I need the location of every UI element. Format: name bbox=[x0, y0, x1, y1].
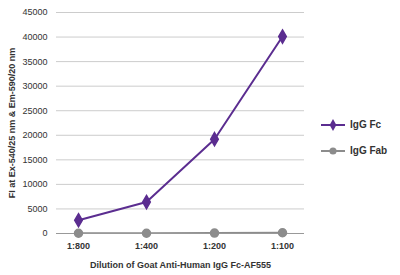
svg-text:5000: 5000 bbox=[27, 204, 47, 214]
svg-text:FI at Ex-540/25 nm & Em-590/20: FI at Ex-540/25 nm & Em-590/20 nm bbox=[7, 48, 17, 199]
svg-text:1:200: 1:200 bbox=[203, 241, 226, 251]
svg-text:35000: 35000 bbox=[22, 56, 47, 66]
svg-text:10000: 10000 bbox=[22, 179, 47, 189]
svg-text:20000: 20000 bbox=[22, 130, 47, 140]
svg-text:25000: 25000 bbox=[22, 106, 47, 116]
svg-text:15000: 15000 bbox=[22, 155, 47, 165]
svg-text:1:800: 1:800 bbox=[67, 241, 90, 251]
svg-text:45000: 45000 bbox=[22, 7, 47, 17]
svg-text:40000: 40000 bbox=[22, 32, 47, 42]
html-text:IgG Fc: IgG Fc bbox=[350, 119, 382, 130]
html-text:IgG Fab: IgG Fab bbox=[350, 145, 388, 156]
svg-text:0: 0 bbox=[42, 228, 47, 238]
svg-text:30000: 30000 bbox=[22, 81, 47, 91]
svg-text:1:400: 1:400 bbox=[135, 241, 158, 251]
svg-text:Dilution of Goat Anti-Human Ig: Dilution of Goat Anti-Human IgG Fc-AF555 bbox=[90, 260, 271, 270]
svg-text:1:100: 1:100 bbox=[271, 241, 294, 251]
